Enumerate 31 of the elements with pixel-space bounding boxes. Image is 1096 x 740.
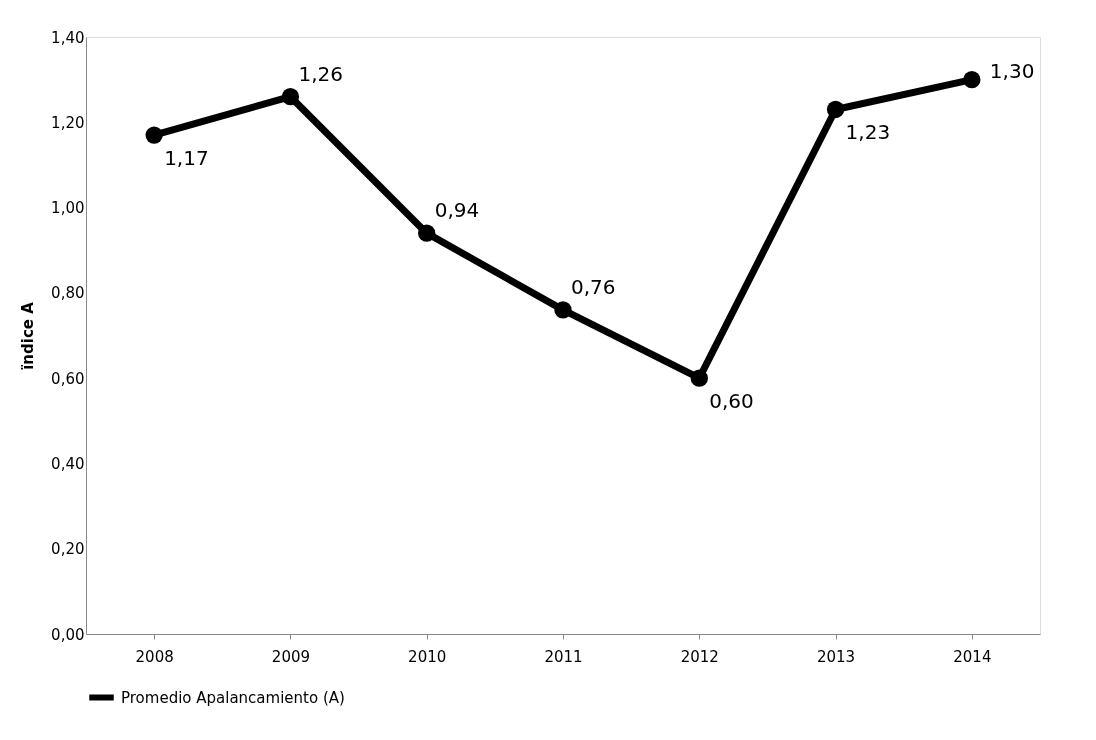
- legend-label: Promedio Apalancamiento (A): [121, 688, 345, 707]
- data-label: 1,17: [164, 146, 209, 171]
- data-label: 1,23: [845, 120, 891, 145]
- y-tick-label: 1,00: [51, 199, 85, 218]
- y-tick-label: 0,20: [51, 540, 85, 559]
- y-tick-label: 0,80: [51, 284, 85, 303]
- x-tick-label: 2012: [680, 647, 719, 666]
- point: [690, 369, 708, 387]
- x-tick-label: 2013: [816, 647, 856, 666]
- y-axis-title: ïndice A: [19, 301, 38, 370]
- point: [963, 71, 981, 89]
- y-tick-label: 1,20: [51, 113, 85, 132]
- data-label: 1,26: [298, 61, 343, 86]
- x-tick-label: 2014: [953, 647, 992, 666]
- data-label: 1,30: [989, 58, 1035, 83]
- point: [418, 224, 436, 242]
- data-label: 0,94: [434, 198, 480, 223]
- x-tick-label: 2009: [271, 647, 311, 666]
- y-tick-label: 0,60: [51, 369, 85, 388]
- y-tick-label: 0,00: [51, 625, 85, 644]
- x-tick-label: 2010: [408, 647, 447, 666]
- point: [145, 126, 163, 144]
- point: [826, 100, 845, 119]
- x-tick-label: 2008: [135, 647, 174, 666]
- point: [554, 301, 572, 319]
- x-tick-label: 2011: [544, 647, 583, 666]
- data-label: 0,60: [709, 389, 754, 414]
- data-label: 0,76: [571, 274, 616, 299]
- y-tick-label: 1,40: [51, 28, 85, 47]
- y-tick-label: 0,40: [51, 454, 85, 473]
- point: [281, 88, 300, 106]
